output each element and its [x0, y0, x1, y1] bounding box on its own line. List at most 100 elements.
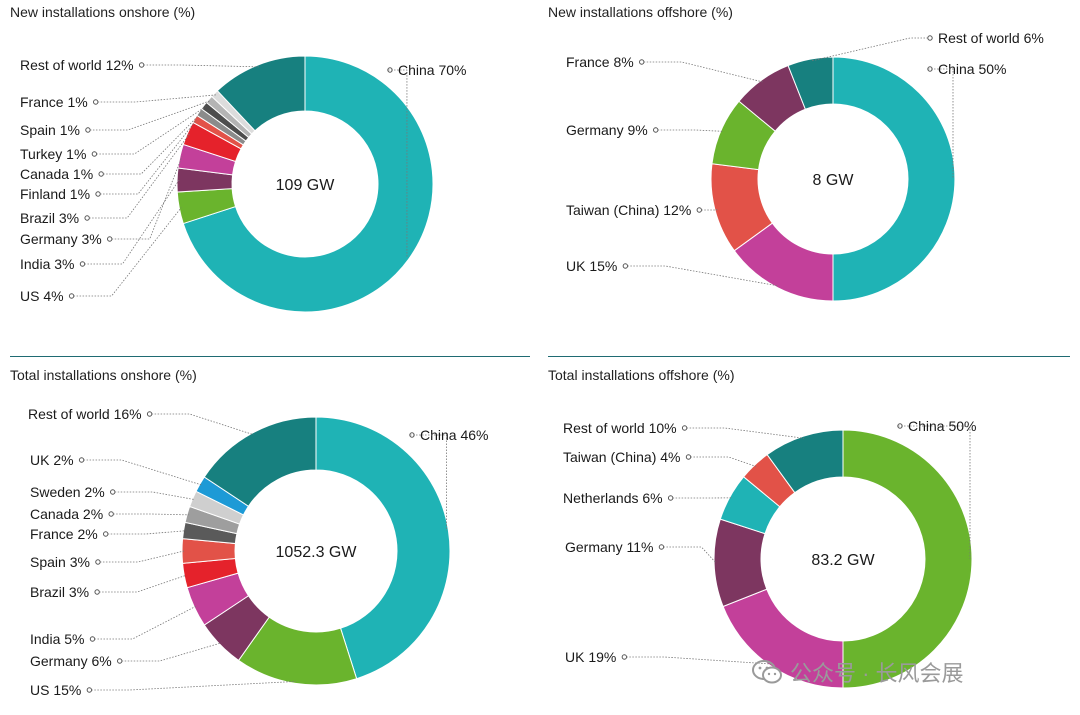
leader-line-china	[928, 68, 954, 179]
leader-line-sweden	[114, 491, 195, 500]
label-germany: Germany 3%	[20, 231, 102, 247]
leader-line-china	[898, 425, 971, 559]
leader-line-india	[94, 605, 197, 640]
leader-line-france	[643, 61, 763, 83]
label-brazil: Brazil 3%	[30, 584, 89, 600]
leader-line-china	[388, 69, 408, 259]
leader-dot-france	[93, 99, 99, 105]
center-total-label: 83.2 GW	[811, 552, 875, 569]
leader-dot-germany	[107, 236, 113, 242]
label-sweden: Sweden 2%	[30, 484, 105, 500]
leader-dot-rest-of-world	[927, 35, 933, 41]
label-france: France 2%	[30, 526, 98, 542]
label-finland: Finland 1%	[20, 186, 90, 202]
label-brazil: Brazil 3%	[20, 210, 79, 226]
leader-dot-us	[86, 687, 93, 693]
wechat-icon	[752, 660, 782, 684]
label-germany: Germany 11%	[565, 539, 653, 555]
leader-line-germany	[657, 129, 723, 132]
label-rest-of-world: Rest of world 10%	[563, 420, 677, 436]
divider-left	[10, 356, 530, 357]
leader-line-canada	[103, 112, 202, 175]
label-rest-of-world: Rest of world 16%	[28, 406, 142, 422]
leader-dot-taiwan-china	[685, 454, 692, 460]
label-uk: UK 2%	[30, 452, 74, 468]
leader-line-us	[73, 207, 182, 297]
slice-china	[182, 55, 434, 313]
center-total-label: 8 GW	[813, 172, 855, 189]
label-canada: Canada 2%	[30, 506, 103, 522]
label-us: US 15%	[30, 682, 81, 698]
label-us: US 4%	[20, 288, 64, 304]
leader-dot-rest-of-world	[681, 425, 688, 431]
leader-line-canada	[113, 513, 190, 516]
label-china: China 50%	[938, 61, 1007, 77]
leader-line-finland	[100, 119, 197, 195]
label-france: France 1%	[20, 94, 88, 110]
label-spain: Spain 1%	[20, 122, 80, 138]
leader-line-spain	[89, 100, 211, 131]
chart-title-total-onshore: Total installations onshore (%)	[10, 367, 197, 383]
leader-line-rest-of-world	[686, 427, 804, 439]
watermark-text: 公众号 · 长风会展	[790, 661, 964, 686]
chart-title-total-offshore: Total installations offshore (%)	[548, 367, 735, 383]
leader-dot-finland	[95, 191, 101, 197]
leader-line-rest-of-world	[810, 37, 928, 62]
leader-line-germany	[121, 642, 222, 662]
leader-dot-sweden	[110, 489, 116, 495]
leader-dot-rest-of-world	[146, 411, 153, 417]
label-rest-of-world: Rest of world 12%	[20, 57, 134, 73]
label-china: China 50%	[908, 418, 977, 434]
label-uk: UK 19%	[565, 649, 616, 665]
leader-line-rest-of-world	[143, 64, 259, 68]
label-taiwan-china: Taiwan (China) 4%	[563, 449, 681, 465]
leader-line-india	[84, 179, 180, 265]
leader-dot-germany	[117, 658, 123, 664]
leader-line-france	[107, 530, 186, 535]
donut-chart-3: China 50% UK 19% Germany 11% Netherlands 6%…	[563, 418, 977, 689]
label-taiwan-china: Taiwan (China) 12%	[566, 202, 691, 218]
slice-rest-of-world	[203, 416, 317, 507]
divider-right	[548, 356, 1070, 357]
leader-line-rest-of-world	[151, 413, 254, 436]
leader-line-uk	[626, 656, 772, 665]
label-china: China 46%	[420, 427, 489, 443]
leader-dot-canada	[98, 171, 104, 177]
leader-line-spain	[99, 550, 185, 563]
leader-dot-uk	[621, 654, 628, 660]
leader-dot-germany	[653, 127, 659, 133]
center-total-label: 1052.3 GW	[276, 544, 358, 561]
label-uk: UK 15%	[566, 258, 617, 274]
leader-line-taiwan-china	[701, 208, 718, 211]
leader-dot-netherlands	[667, 495, 674, 501]
leader-line-turkey	[96, 106, 206, 155]
leader-dot-us	[68, 293, 75, 299]
slice-rest-of-world	[216, 55, 306, 132]
leader-line-germany	[663, 546, 717, 564]
leader-dot-turkey	[91, 151, 98, 157]
leader-dot-germany	[658, 544, 665, 550]
leader-dot-rest-of-world	[138, 62, 145, 68]
leader-dot-taiwan-china	[696, 207, 702, 213]
label-turkey: Turkey 1%	[20, 146, 86, 162]
chart-title-new-offshore: New installations offshore (%)	[548, 4, 733, 20]
label-india: India 3%	[20, 256, 74, 272]
slice-china	[832, 56, 956, 302]
leader-line-uk	[627, 265, 779, 287]
slice-rest-of-world	[766, 429, 844, 494]
leader-dot-canada	[108, 511, 114, 517]
leader-dot-india	[79, 261, 86, 267]
leader-dot-france	[639, 59, 645, 65]
leader-line-france	[97, 94, 216, 103]
donut-chart-2: China 46% US 15% Germany 6% India 5% Brazil …	[28, 406, 489, 698]
label-rest-of-world: Rest of world 6%	[938, 30, 1044, 46]
leader-line-brazil	[89, 133, 190, 219]
slice-china	[315, 416, 451, 680]
leader-dot-brazil	[94, 589, 100, 595]
label-canada: Canada 1%	[20, 166, 93, 182]
slice-china	[842, 429, 973, 689]
leader-dot-brazil	[84, 215, 90, 221]
slice-rest-of-world	[787, 56, 834, 110]
